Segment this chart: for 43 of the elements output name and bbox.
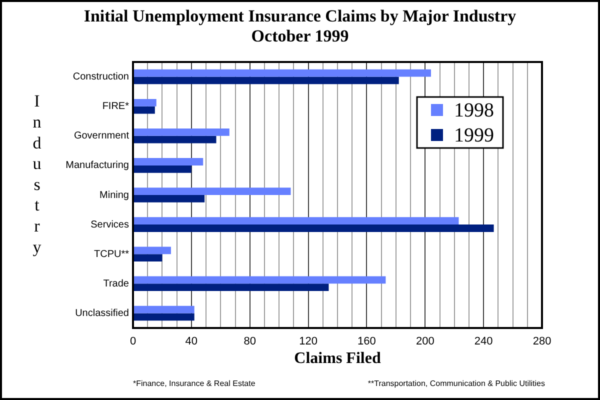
x-tick-label: 120 [299, 336, 318, 348]
y-tick-label: Mining [100, 190, 129, 201]
chart-subtitle: October 1999 [251, 26, 349, 46]
y-tick-label: Construction [72, 72, 129, 83]
y-tick-label: Unclassified [75, 308, 129, 319]
bar [134, 136, 216, 144]
bar [134, 254, 162, 262]
legend-label: 1998 [454, 99, 494, 122]
bar [134, 246, 171, 254]
x-tick-label: 200 [416, 336, 434, 348]
x-tick-label: 40 [185, 336, 198, 348]
bar [134, 284, 329, 292]
bar [134, 313, 194, 321]
bar [134, 158, 204, 166]
y-tick-label: Government [74, 130, 130, 142]
bar [134, 188, 291, 195]
bar [134, 306, 194, 314]
bar [134, 98, 156, 106]
bar [134, 224, 494, 232]
y-tick-label: TCPU** [94, 248, 130, 260]
y-tick-label: Services [90, 219, 129, 230]
bar [134, 69, 431, 77]
x-tick-label: 0 [130, 336, 136, 348]
bar [134, 276, 386, 284]
bar [134, 128, 230, 136]
text: **Transportation, Communication & Public Utilities [368, 379, 545, 388]
bar [134, 106, 155, 114]
chart-title: Initial Unemployment Insurance Claims by Major Industry [84, 6, 517, 26]
legend-label: 1999 [454, 124, 494, 146]
x-tick-label: 160 [358, 336, 376, 348]
bar [134, 195, 205, 202]
bar [134, 165, 192, 173]
x-tick-label: 240 [474, 336, 493, 348]
bar [134, 217, 459, 225]
x-tick-label: 80 [244, 336, 256, 348]
text: *Finance, Insurance & Real Estate [133, 379, 256, 388]
bar [134, 76, 399, 84]
y-tick-label: Trade [103, 278, 130, 290]
y-axis-title: Industry [32, 92, 42, 256]
x-axis-title: Claims Filed [294, 350, 381, 368]
y-tick-label: Manufacturing [66, 160, 129, 172]
x-tick-label: 280 [532, 336, 552, 348]
y-tick-label: FIRE* [102, 101, 130, 112]
